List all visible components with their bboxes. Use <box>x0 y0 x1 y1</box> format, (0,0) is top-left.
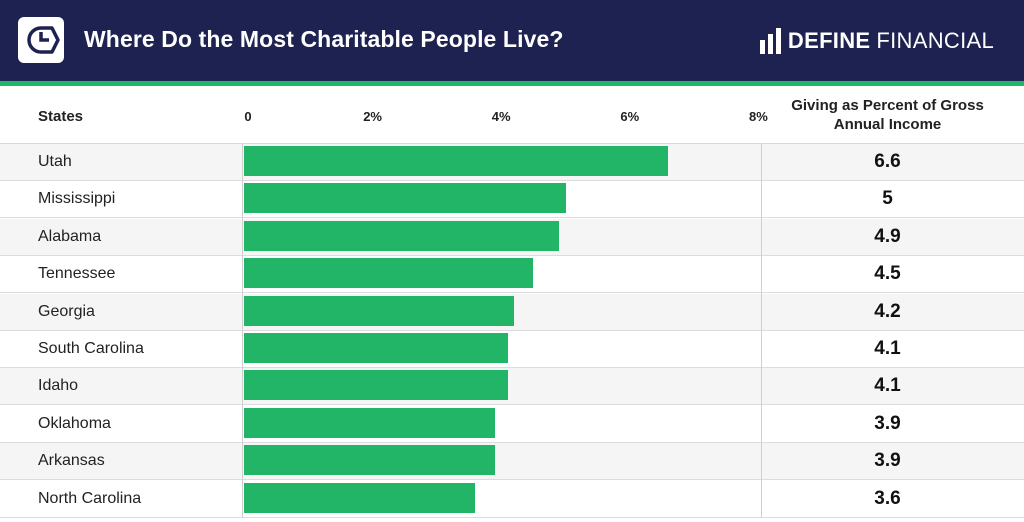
bar <box>244 183 566 214</box>
table-row: Tennessee 4.5 <box>0 256 1024 294</box>
value-label: 4.1 <box>874 338 901 359</box>
bar <box>244 333 508 363</box>
table-row: South Carolina 4.1 <box>0 331 1024 368</box>
state-label: Tennessee <box>38 265 116 283</box>
table-row: Alabama 4.9 <box>0 218 1024 256</box>
value-label: 4.9 <box>874 225 901 247</box>
table-row: North Carolina 3.6 <box>0 481 1024 518</box>
header-bar: Where Do the Most Charitable People Live… <box>0 0 1024 81</box>
value-label: 5 <box>882 188 893 210</box>
bar <box>244 445 495 476</box>
bar <box>244 295 515 326</box>
x-tick-label: 8% <box>748 109 768 124</box>
value-label: 4.1 <box>874 375 901 397</box>
page-title: Where Do the Most Charitable People Live… <box>84 26 564 52</box>
brand-logo: DEFINE FINANCIAL <box>759 27 994 55</box>
bar-axis-line <box>242 144 243 518</box>
bar <box>244 146 669 176</box>
x-tick-label: 0 <box>244 109 252 124</box>
header-divider <box>0 143 1024 144</box>
value-label: 4.2 <box>874 300 901 322</box>
brand-name-light: FINANCIAL <box>876 28 994 53</box>
category-column-header: States <box>38 108 84 125</box>
value-label: 4.5 <box>874 263 901 285</box>
state-label: Georgia <box>38 302 95 320</box>
state-label: North Carolina <box>38 489 142 507</box>
value-column-header: Giving as Percent of Gross Annual Income <box>791 97 984 133</box>
bar <box>244 220 560 251</box>
brand-name-bold: DEFINE <box>787 28 871 53</box>
bar <box>244 370 508 401</box>
state-label: South Carolina <box>38 340 144 357</box>
value-label: 6.6 <box>874 151 901 172</box>
logo-icon <box>18 17 64 63</box>
x-tick-label: 6% <box>620 109 640 124</box>
x-tick-label: 4% <box>491 109 511 124</box>
state-label: Utah <box>38 153 72 170</box>
table-row: Arkansas 3.9 <box>0 443 1024 481</box>
table-row: Georgia 4.2 <box>0 293 1024 331</box>
x-tick-label: 2% <box>363 109 382 124</box>
state-label: Oklahoma <box>38 414 111 432</box>
table-row: Mississippi 5 <box>0 181 1024 219</box>
bar <box>244 258 534 289</box>
value-label: 3.9 <box>874 412 901 434</box>
bar-chart-icon <box>759 28 781 54</box>
value-label: 3.6 <box>874 487 901 509</box>
bar <box>244 482 476 513</box>
value-label: 3.9 <box>874 450 901 472</box>
bar <box>244 407 495 438</box>
header-accent-stripe <box>0 81 1024 86</box>
table-row: Utah 6.6 <box>0 144 1024 181</box>
value-column-divider <box>761 144 762 518</box>
table-row: Oklahoma 3.9 <box>0 406 1024 443</box>
state-label: Idaho <box>38 377 79 395</box>
table-row: Idaho 4.1 <box>0 368 1024 406</box>
state-label: Mississippi <box>38 190 116 208</box>
state-label: Arkansas <box>38 452 105 470</box>
state-label: Alabama <box>38 227 102 245</box>
